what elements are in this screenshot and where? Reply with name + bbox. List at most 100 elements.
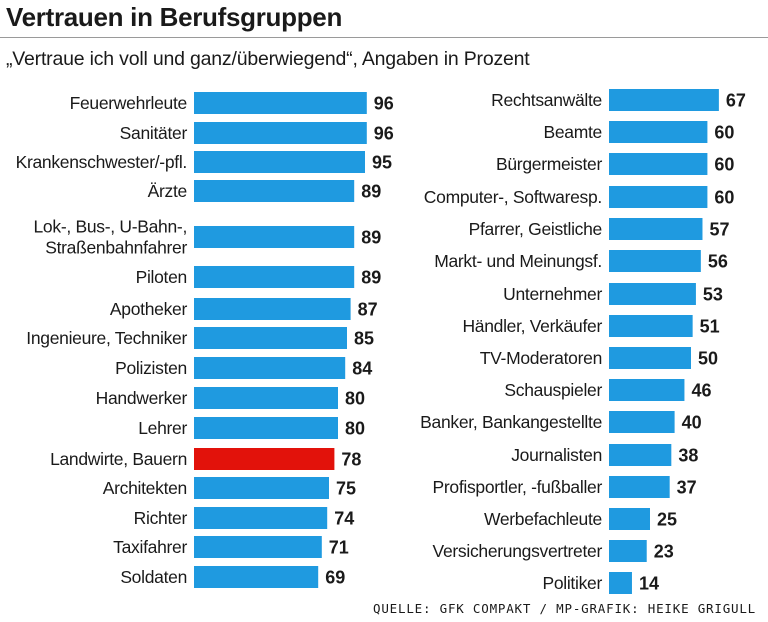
bar-feuerwehrleute bbox=[194, 92, 367, 114]
value-label-versicherungsvertreter: 23 bbox=[654, 542, 674, 562]
category-label-profisportler-fussballer: Profisportler, -fußballer bbox=[432, 477, 602, 497]
value-label-werbefachleute: 25 bbox=[657, 510, 677, 530]
value-label-ingenieure-techniker: 85 bbox=[354, 329, 374, 349]
value-label-haendler-verkaeufer: 51 bbox=[700, 317, 720, 337]
bar-beamte bbox=[609, 121, 708, 143]
category-label-banker-bankangestellte: Banker, Bankangestellte bbox=[420, 412, 602, 432]
value-label-banker-bankangestellte: 40 bbox=[682, 413, 702, 433]
value-label-computer-softwaresp: 60 bbox=[714, 188, 734, 208]
bar-profisportler-fussballer bbox=[609, 476, 670, 498]
value-label-apotheker: 87 bbox=[358, 300, 378, 320]
category-label-politiker: Politiker bbox=[542, 573, 602, 593]
bar-krankenschwester-pfl bbox=[194, 151, 365, 173]
value-label-schauspieler: 46 bbox=[691, 381, 711, 401]
value-label-landwirte-bauern: 78 bbox=[341, 450, 361, 470]
bar-landwirte-bauern bbox=[194, 448, 335, 470]
bar-computer-softwaresp bbox=[609, 186, 708, 208]
category-label-taxifahrer: Taxifahrer bbox=[113, 537, 187, 557]
value-label-architekten: 75 bbox=[336, 479, 356, 499]
category-label-rechtsanwaelte: Rechtsanwälte bbox=[491, 90, 602, 110]
category-label-markt-und-meinungsf: Markt- und Meinungsf. bbox=[434, 251, 602, 271]
category-label-haendler-verkaeufer: Händler, Verkäufer bbox=[462, 316, 602, 336]
category-label-lok-bus-u-bahn-strassenbahnfahrer: Lok-, Bus-, U-Bahn-, Straßenbahnfahrer bbox=[34, 217, 188, 258]
right-panel: Rechtsanwälte 67 Beamte 60 Bürgermeister 60 Co… bbox=[420, 89, 746, 594]
category-label-lehrer: Lehrer bbox=[138, 418, 187, 438]
category-label-computer-softwaresp: Computer-, Softwaresp. bbox=[424, 187, 602, 207]
category-label-aerzte: Ärzte bbox=[148, 181, 187, 201]
category-label-handwerker: Handwerker bbox=[96, 388, 188, 408]
bar-chart: Feuerwehrleute 96 Sanitäter 96 Krankenschwes… bbox=[16, 89, 746, 594]
value-label-polizisten: 84 bbox=[352, 359, 372, 379]
category-label-feuerwehrleute: Feuerwehrleute bbox=[70, 93, 187, 113]
value-label-piloten: 89 bbox=[361, 268, 381, 288]
category-label-beamte: Beamte bbox=[543, 122, 602, 142]
value-label-rechtsanwaelte: 67 bbox=[726, 91, 746, 111]
value-label-tv-moderatoren: 50 bbox=[698, 349, 718, 369]
bar-apotheker bbox=[194, 298, 351, 320]
value-label-lok-bus-u-bahn-strassenbahnfahrer: 89 bbox=[361, 228, 381, 248]
category-label-pfarrer-geistliche: Pfarrer, Geistliche bbox=[469, 219, 602, 239]
value-label-journalisten: 38 bbox=[678, 446, 698, 466]
value-label-buergermeister: 60 bbox=[714, 155, 734, 175]
value-label-unternehmer: 53 bbox=[703, 285, 723, 305]
bar-schauspieler bbox=[609, 379, 685, 401]
value-label-feuerwehrleute: 96 bbox=[374, 94, 394, 114]
bar-soldaten bbox=[194, 566, 319, 588]
value-label-pfarrer-geistliche: 57 bbox=[709, 220, 729, 240]
category-label-piloten: Piloten bbox=[136, 267, 187, 287]
bar-banker-bankangestellte bbox=[609, 411, 675, 433]
bar-unternehmer bbox=[609, 283, 696, 305]
title-divider bbox=[0, 37, 768, 38]
category-label-krankenschwester-pfl: Krankenschwester/-pfl. bbox=[16, 152, 187, 172]
bar-architekten bbox=[194, 477, 329, 499]
category-label-apotheker: Apotheker bbox=[110, 299, 188, 319]
category-label-schauspieler: Schauspieler bbox=[504, 380, 602, 400]
bar-aerzte bbox=[194, 180, 355, 202]
bar-lok-bus-u-bahn-strassenbahnfahrer bbox=[194, 226, 355, 248]
bar-politiker bbox=[609, 572, 632, 594]
chart-subtitle: „Vertraue ich voll und ganz/überwiegend“… bbox=[6, 48, 530, 70]
bar-richter bbox=[194, 507, 328, 529]
bar-handwerker bbox=[194, 387, 338, 409]
value-label-aerzte: 89 bbox=[361, 182, 381, 202]
bar-polizisten bbox=[194, 357, 346, 379]
bar-taxifahrer bbox=[194, 536, 322, 558]
left-panel: Feuerwehrleute 96 Sanitäter 96 Krankenschwes… bbox=[16, 92, 394, 588]
category-label-richter: Richter bbox=[134, 508, 188, 528]
bar-versicherungsvertreter bbox=[609, 540, 647, 562]
bar-piloten bbox=[194, 266, 355, 288]
category-label-werbefachleute: Werbefachleute bbox=[484, 509, 602, 529]
bar-haendler-verkaeufer bbox=[609, 315, 693, 337]
value-label-profisportler-fussballer: 37 bbox=[677, 478, 697, 498]
category-label-unternehmer: Unternehmer bbox=[503, 284, 602, 304]
category-label-architekten: Architekten bbox=[103, 478, 187, 498]
category-label-landwirte-bauern: Landwirte, Bauern bbox=[50, 449, 187, 469]
category-label-versicherungsvertreter: Versicherungsvertreter bbox=[433, 541, 603, 561]
value-label-krankenschwester-pfl: 95 bbox=[372, 153, 392, 173]
value-label-markt-und-meinungsf: 56 bbox=[708, 252, 728, 272]
value-label-beamte: 60 bbox=[714, 123, 734, 143]
bar-journalisten bbox=[609, 444, 672, 466]
value-label-richter: 74 bbox=[334, 509, 354, 529]
bar-pfarrer-geistliche bbox=[609, 218, 703, 240]
value-label-handwerker: 80 bbox=[345, 389, 365, 409]
bar-ingenieure-techniker bbox=[194, 327, 347, 349]
bar-buergermeister bbox=[609, 153, 708, 175]
category-label-ingenieure-techniker: Ingenieure, Techniker bbox=[26, 328, 187, 348]
category-label-journalisten: Journalisten bbox=[511, 445, 602, 465]
category-label-buergermeister: Bürgermeister bbox=[496, 154, 602, 174]
value-label-sanitaeter: 96 bbox=[374, 124, 394, 144]
value-label-lehrer: 80 bbox=[345, 419, 365, 439]
source-credit: QUELLE: GFK COMPAKT / MP-GRAFIK: HEIKE G… bbox=[373, 601, 756, 616]
value-label-taxifahrer: 71 bbox=[329, 538, 349, 558]
category-label-polizisten: Polizisten bbox=[115, 358, 187, 378]
chart-title: Vertrauen in Berufsgruppen bbox=[6, 2, 343, 32]
category-label-sanitaeter: Sanitäter bbox=[120, 123, 188, 143]
bar-sanitaeter bbox=[194, 122, 367, 144]
category-label-soldaten: Soldaten bbox=[120, 567, 187, 587]
bar-werbefachleute bbox=[609, 508, 650, 530]
value-label-politiker: 14 bbox=[639, 574, 659, 594]
bar-lehrer bbox=[194, 417, 338, 439]
bar-rechtsanwaelte bbox=[609, 89, 719, 111]
category-label-tv-moderatoren: TV-Moderatoren bbox=[480, 348, 602, 368]
